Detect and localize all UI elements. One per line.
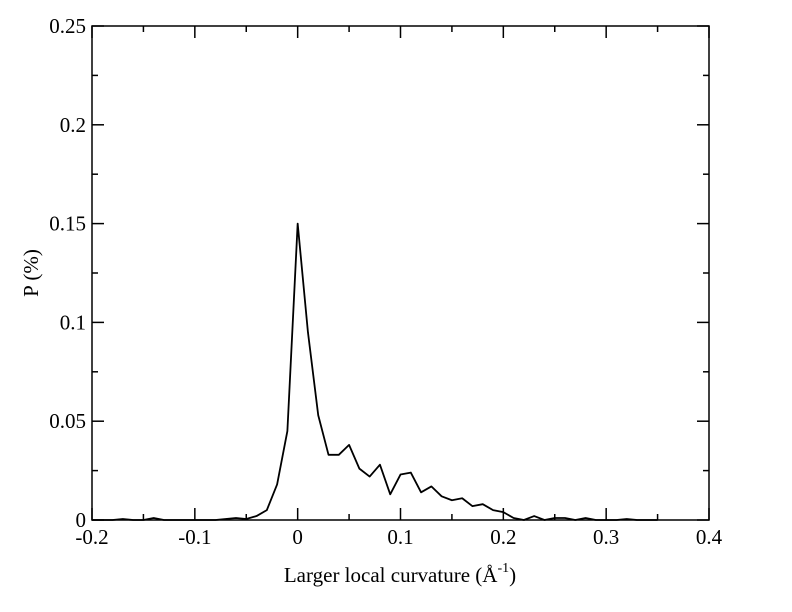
x-tick-label: 0.3 [593, 525, 619, 549]
x-tick-label: -0.2 [75, 525, 108, 549]
x-axis-label: Larger local curvature (Å-1) [284, 561, 516, 587]
x-tick-label: -0.1 [178, 525, 211, 549]
y-tick-label: 0 [76, 508, 87, 532]
x-axis-label-close: ) [509, 563, 516, 587]
y-tick-label: 0.25 [49, 14, 86, 38]
tick-labels: -0.2 -0.1 0 0.1 0.2 0.3 0.4 0 0.05 0.1 0.15 0.2 0.25 [49, 14, 722, 549]
y-axis-label: P (%) [19, 249, 43, 297]
x-axis-label-sup: -1 [497, 561, 509, 576]
ticks [91, 25, 710, 521]
y-tick-label: 0.1 [60, 310, 86, 334]
y-tick-label: 0.05 [49, 409, 86, 433]
series-line [92, 222, 658, 521]
y-tick-label: 0.2 [60, 113, 86, 137]
plot-frame [91, 25, 710, 521]
y-tick-label: 0.15 [49, 212, 86, 236]
x-axis-label-main: Larger local curvature (Å [284, 563, 498, 587]
x-tick-label: 0.2 [490, 525, 516, 549]
x-tick-label: 0.4 [696, 525, 723, 549]
x-tick-label: 0 [292, 525, 303, 549]
x-tick-label: 0.1 [387, 525, 413, 549]
